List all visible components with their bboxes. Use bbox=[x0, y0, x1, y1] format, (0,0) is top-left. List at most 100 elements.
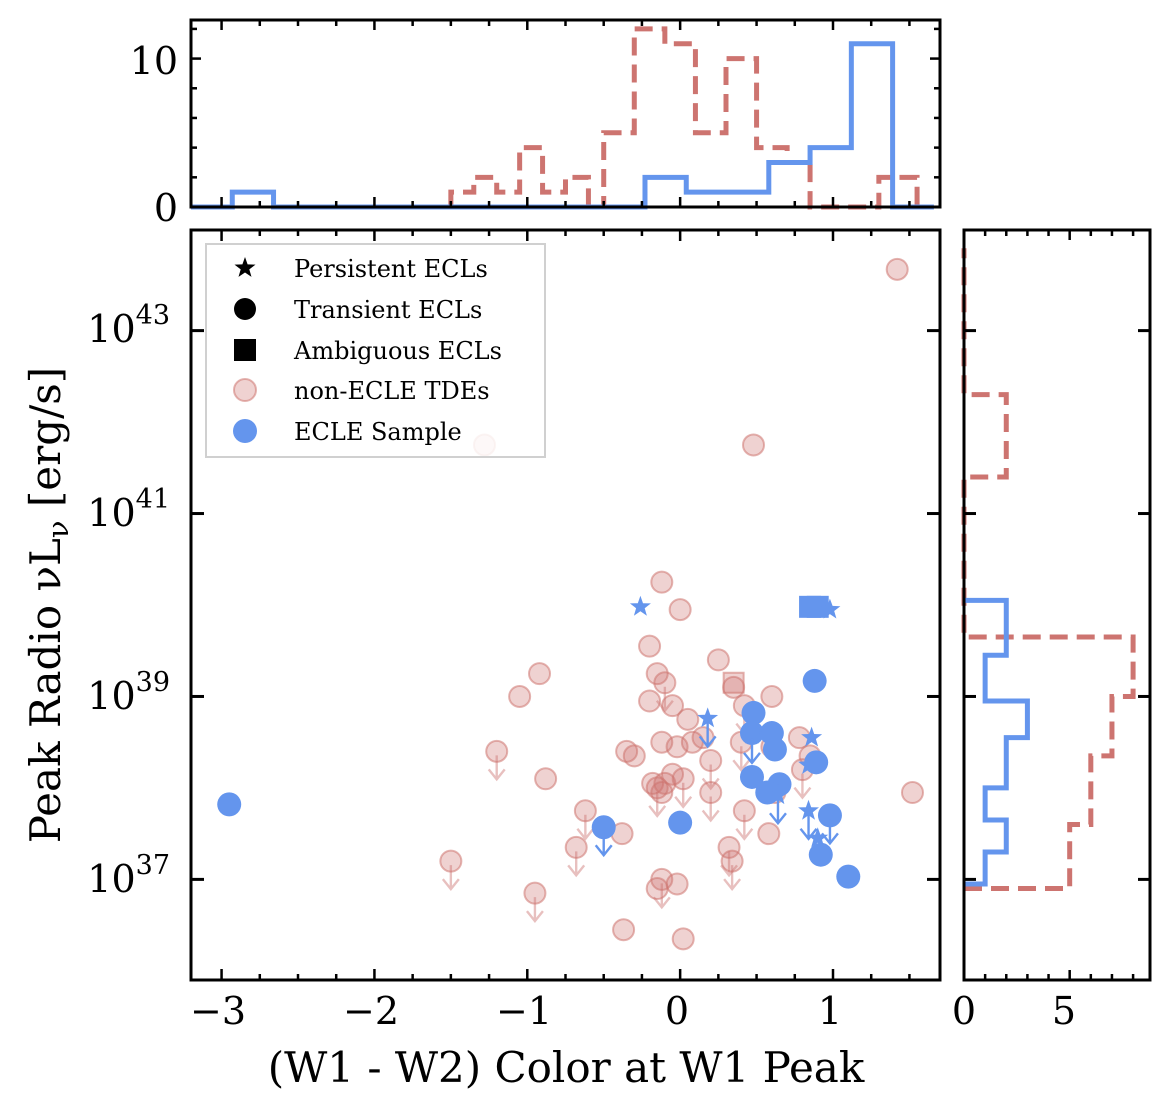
ecle-transient-point bbox=[836, 864, 861, 889]
ecle-persistent-point bbox=[798, 799, 819, 820]
ecle-upper-limit-arrow bbox=[594, 831, 613, 858]
tde-point bbox=[439, 849, 463, 873]
ytick-power: 43 bbox=[136, 300, 170, 331]
legend-label-transient: Transient ECLs bbox=[294, 296, 482, 324]
tde-point bbox=[638, 689, 662, 713]
tde-point bbox=[508, 684, 532, 708]
top-histogram-ytick-label-10: 10 bbox=[130, 39, 178, 83]
ytick-base: 10 bbox=[87, 491, 135, 535]
legend-markers bbox=[233, 257, 257, 443]
ecle-transient-point bbox=[808, 842, 833, 867]
legend-label-persistent: Persistent ECLs bbox=[294, 255, 488, 283]
tde-point bbox=[671, 767, 695, 791]
tde-point bbox=[645, 877, 669, 901]
tde-point bbox=[534, 767, 558, 791]
tde-point bbox=[732, 799, 756, 823]
ecle-upper-limit-arrow bbox=[698, 722, 717, 749]
xtick-label: −3 bbox=[190, 989, 246, 1033]
ecle-upper-limit-arrow bbox=[769, 799, 787, 826]
tde-upper-limit-arrow bbox=[674, 782, 693, 809]
ecle-persistent-point bbox=[629, 595, 651, 616]
ecle-upper-limit-arrow bbox=[743, 738, 761, 765]
ecle-ambiguous-point bbox=[806, 595, 829, 618]
tde-point bbox=[900, 781, 924, 804]
top-histogram-ytick-label-0: 0 bbox=[154, 186, 178, 230]
ecle-transient-point bbox=[817, 803, 842, 828]
ecle-persistent-point bbox=[697, 707, 719, 728]
tde-point bbox=[564, 835, 588, 859]
main-scatter-plot: −3 −2 −1 0 1 1037 1039 1041 1043 (W1 - W… bbox=[21, 228, 942, 1092]
xtick-label: 0 bbox=[665, 989, 689, 1033]
right-histogram-bars bbox=[961, 248, 1136, 892]
tde-upper-limit-arrow bbox=[487, 755, 506, 782]
tde-point bbox=[645, 776, 669, 800]
ecle-transient-point bbox=[802, 668, 827, 693]
tde-point bbox=[638, 634, 662, 658]
tde-point bbox=[676, 707, 700, 731]
tde-upper-limit-arrow bbox=[441, 865, 460, 892]
legend-box bbox=[205, 243, 546, 458]
tde-square-point bbox=[722, 671, 745, 694]
ytick-power: 37 bbox=[136, 850, 170, 881]
right-histogram-tde-step bbox=[961, 248, 1136, 892]
right-histogram-xtick-label-5: 5 bbox=[1052, 989, 1076, 1033]
right-histogram-frame bbox=[962, 228, 1152, 982]
tde-point bbox=[573, 799, 597, 823]
tde-point bbox=[706, 648, 730, 672]
main-plot-points bbox=[217, 257, 924, 951]
xtick-label: 1 bbox=[818, 989, 842, 1033]
legend-label-non-ecle-tdes: non-ECLE TDEs bbox=[294, 377, 490, 405]
tde-point bbox=[760, 684, 784, 708]
ecle-transient-point bbox=[739, 764, 764, 789]
tde-upper-limit-arrow bbox=[648, 791, 667, 818]
tde-upper-limit-arrow bbox=[732, 746, 751, 773]
right-histogram-ecle-step bbox=[964, 597, 1030, 887]
tde-upper-limit-arrow bbox=[576, 814, 595, 841]
ecle-persistent-point bbox=[807, 827, 829, 848]
tde-point bbox=[742, 433, 766, 457]
y-axis-label-unit: [erg/s] bbox=[21, 367, 70, 521]
ytick-base: 10 bbox=[87, 857, 135, 901]
ecle-persistent-point bbox=[741, 723, 763, 744]
tde-upper-limit-arrow bbox=[793, 773, 812, 800]
tde-point bbox=[717, 835, 741, 859]
y-axis-label-main: Peak Radio νL bbox=[21, 538, 70, 843]
tde-point bbox=[668, 598, 692, 622]
ecle-transient-point bbox=[591, 815, 616, 840]
ytick-label: 1043 bbox=[87, 300, 170, 351]
ytick-power: 41 bbox=[136, 484, 170, 515]
top-histogram-frame bbox=[189, 18, 942, 209]
tde-point bbox=[720, 849, 744, 873]
right-histogram: 0 5 bbox=[952, 228, 1152, 1033]
tde-point bbox=[661, 694, 684, 718]
x-axis-label: (W1 - W2) Color at W1 Peak bbox=[268, 1043, 865, 1092]
tde-point bbox=[699, 748, 723, 772]
right-histogram-xtick-label-0: 0 bbox=[952, 989, 976, 1033]
y-axis-label-subscript: ν bbox=[41, 520, 75, 538]
ecle-transient-point bbox=[668, 810, 693, 835]
legend-marker-tde bbox=[233, 378, 257, 402]
tde-point bbox=[757, 822, 781, 846]
ecle-transient-point bbox=[741, 700, 766, 725]
tde-point bbox=[653, 671, 677, 695]
tde-point bbox=[691, 726, 715, 750]
tde-point bbox=[665, 872, 689, 896]
legend-marker-circle bbox=[234, 298, 256, 320]
tde-point bbox=[699, 781, 723, 804]
ecle-persistent-point bbox=[767, 784, 789, 805]
tde-point bbox=[671, 927, 695, 951]
xtick-label: −2 bbox=[343, 989, 399, 1033]
tde-point bbox=[665, 735, 689, 759]
legend-marker-square bbox=[234, 339, 256, 361]
tde-point bbox=[885, 257, 909, 281]
xtick-label: −1 bbox=[496, 989, 552, 1033]
ytick-label: 1041 bbox=[87, 484, 170, 535]
tde-upper-limit-arrow bbox=[735, 814, 754, 841]
ecle-transient-point bbox=[217, 792, 242, 817]
tde-upper-limit-arrow bbox=[525, 897, 544, 924]
tde-upper-limit-arrow bbox=[567, 851, 586, 878]
tde-upper-limit-arrow bbox=[652, 883, 671, 910]
ecle-transient-point bbox=[804, 750, 829, 775]
ytick-base: 10 bbox=[87, 307, 135, 351]
